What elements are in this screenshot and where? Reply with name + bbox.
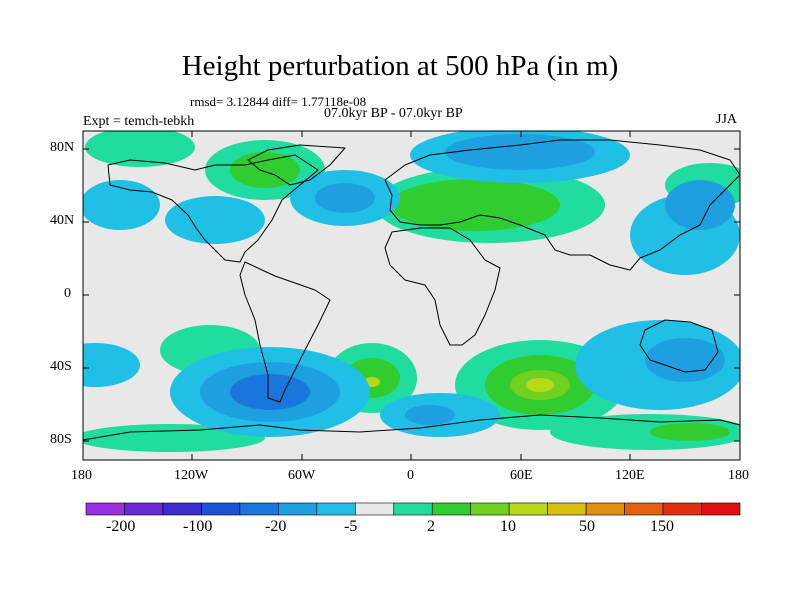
contour-region [390,179,560,231]
contour-region [85,131,195,167]
axis-ticks [83,131,740,460]
contour-region [165,196,265,244]
coastline-eurasia [384,139,740,271]
colorbar-label: -5 [344,518,358,535]
contour-region [645,338,725,382]
lat-label: 40S [50,359,72,374]
contour-field [83,131,740,452]
colorbar-swatch [201,502,241,516]
contour-region [230,152,300,188]
lon-label: 60W [288,468,316,483]
contour-region [445,134,595,170]
colorbar-swatch [662,502,702,516]
lon-label: 180 [728,468,749,483]
coastline-north-america [107,154,319,263]
contour-region [550,414,740,450]
colorbar-swatch [547,502,587,516]
colorbar-swatch [393,502,433,516]
contour-region [405,405,455,425]
coastlines [83,139,740,441]
contour-region [83,343,140,387]
period-text: 07.0kyr BP - 07.0kyr BP [324,106,463,121]
colorbar-swatch [470,502,510,516]
contour-region [83,180,160,230]
season-text: JJA [716,112,738,127]
colorbar-label: 2 [427,518,435,535]
chart-title: Height perturbation at 500 hPa (in m) [181,50,619,82]
coastline-australia [639,319,719,373]
colorbar-swatch [431,502,472,516]
colorbar-swatch [701,502,741,516]
coastline-antarctica [83,414,740,441]
colorbar-swatch [316,502,356,516]
colorbar-swatch [278,502,318,516]
colorbar-swatch [162,502,202,516]
colorbar-swatch [354,502,395,516]
colorbar-label: 50 [579,518,595,535]
colorbar-swatch [239,502,279,516]
colorbar-swatch [624,502,664,516]
colorbar-swatch [585,502,625,516]
experiment-text: Expt = temch-tebkh [83,114,195,129]
lon-label: 180 [71,468,92,483]
lat-label: 0 [64,286,71,301]
lat-label: 40N [50,213,75,228]
contour-region [665,180,735,230]
colorbar-label: -100 [183,518,213,535]
lon-label: 0 [407,468,414,483]
stats-text: rmsd= 3.12844 diff= 1.77118e-08 [190,94,367,109]
colorbar [85,502,741,516]
colorbar-swatch [85,502,125,516]
contour-region [650,423,730,441]
colorbar-swatch [124,502,164,516]
contour-region [526,378,554,392]
lat-label: 80S [50,432,72,447]
colorbar-swatch [508,502,548,516]
lon-label: 120W [174,468,209,483]
coastline-south-america [239,261,331,403]
contour-region [315,183,375,213]
lon-label: 120E [615,468,645,483]
contour-region [83,424,265,452]
colorbar-label: -20 [265,518,287,535]
contour-region [230,374,310,410]
lat-label: 80N [50,140,75,155]
colorbar-label: 150 [650,518,674,535]
coastline-africa [384,227,501,346]
lon-label: 60E [510,468,533,483]
coastline-greenland [247,144,346,186]
colorbar-label: 10 [500,518,516,535]
colorbar-label: -200 [106,518,136,535]
